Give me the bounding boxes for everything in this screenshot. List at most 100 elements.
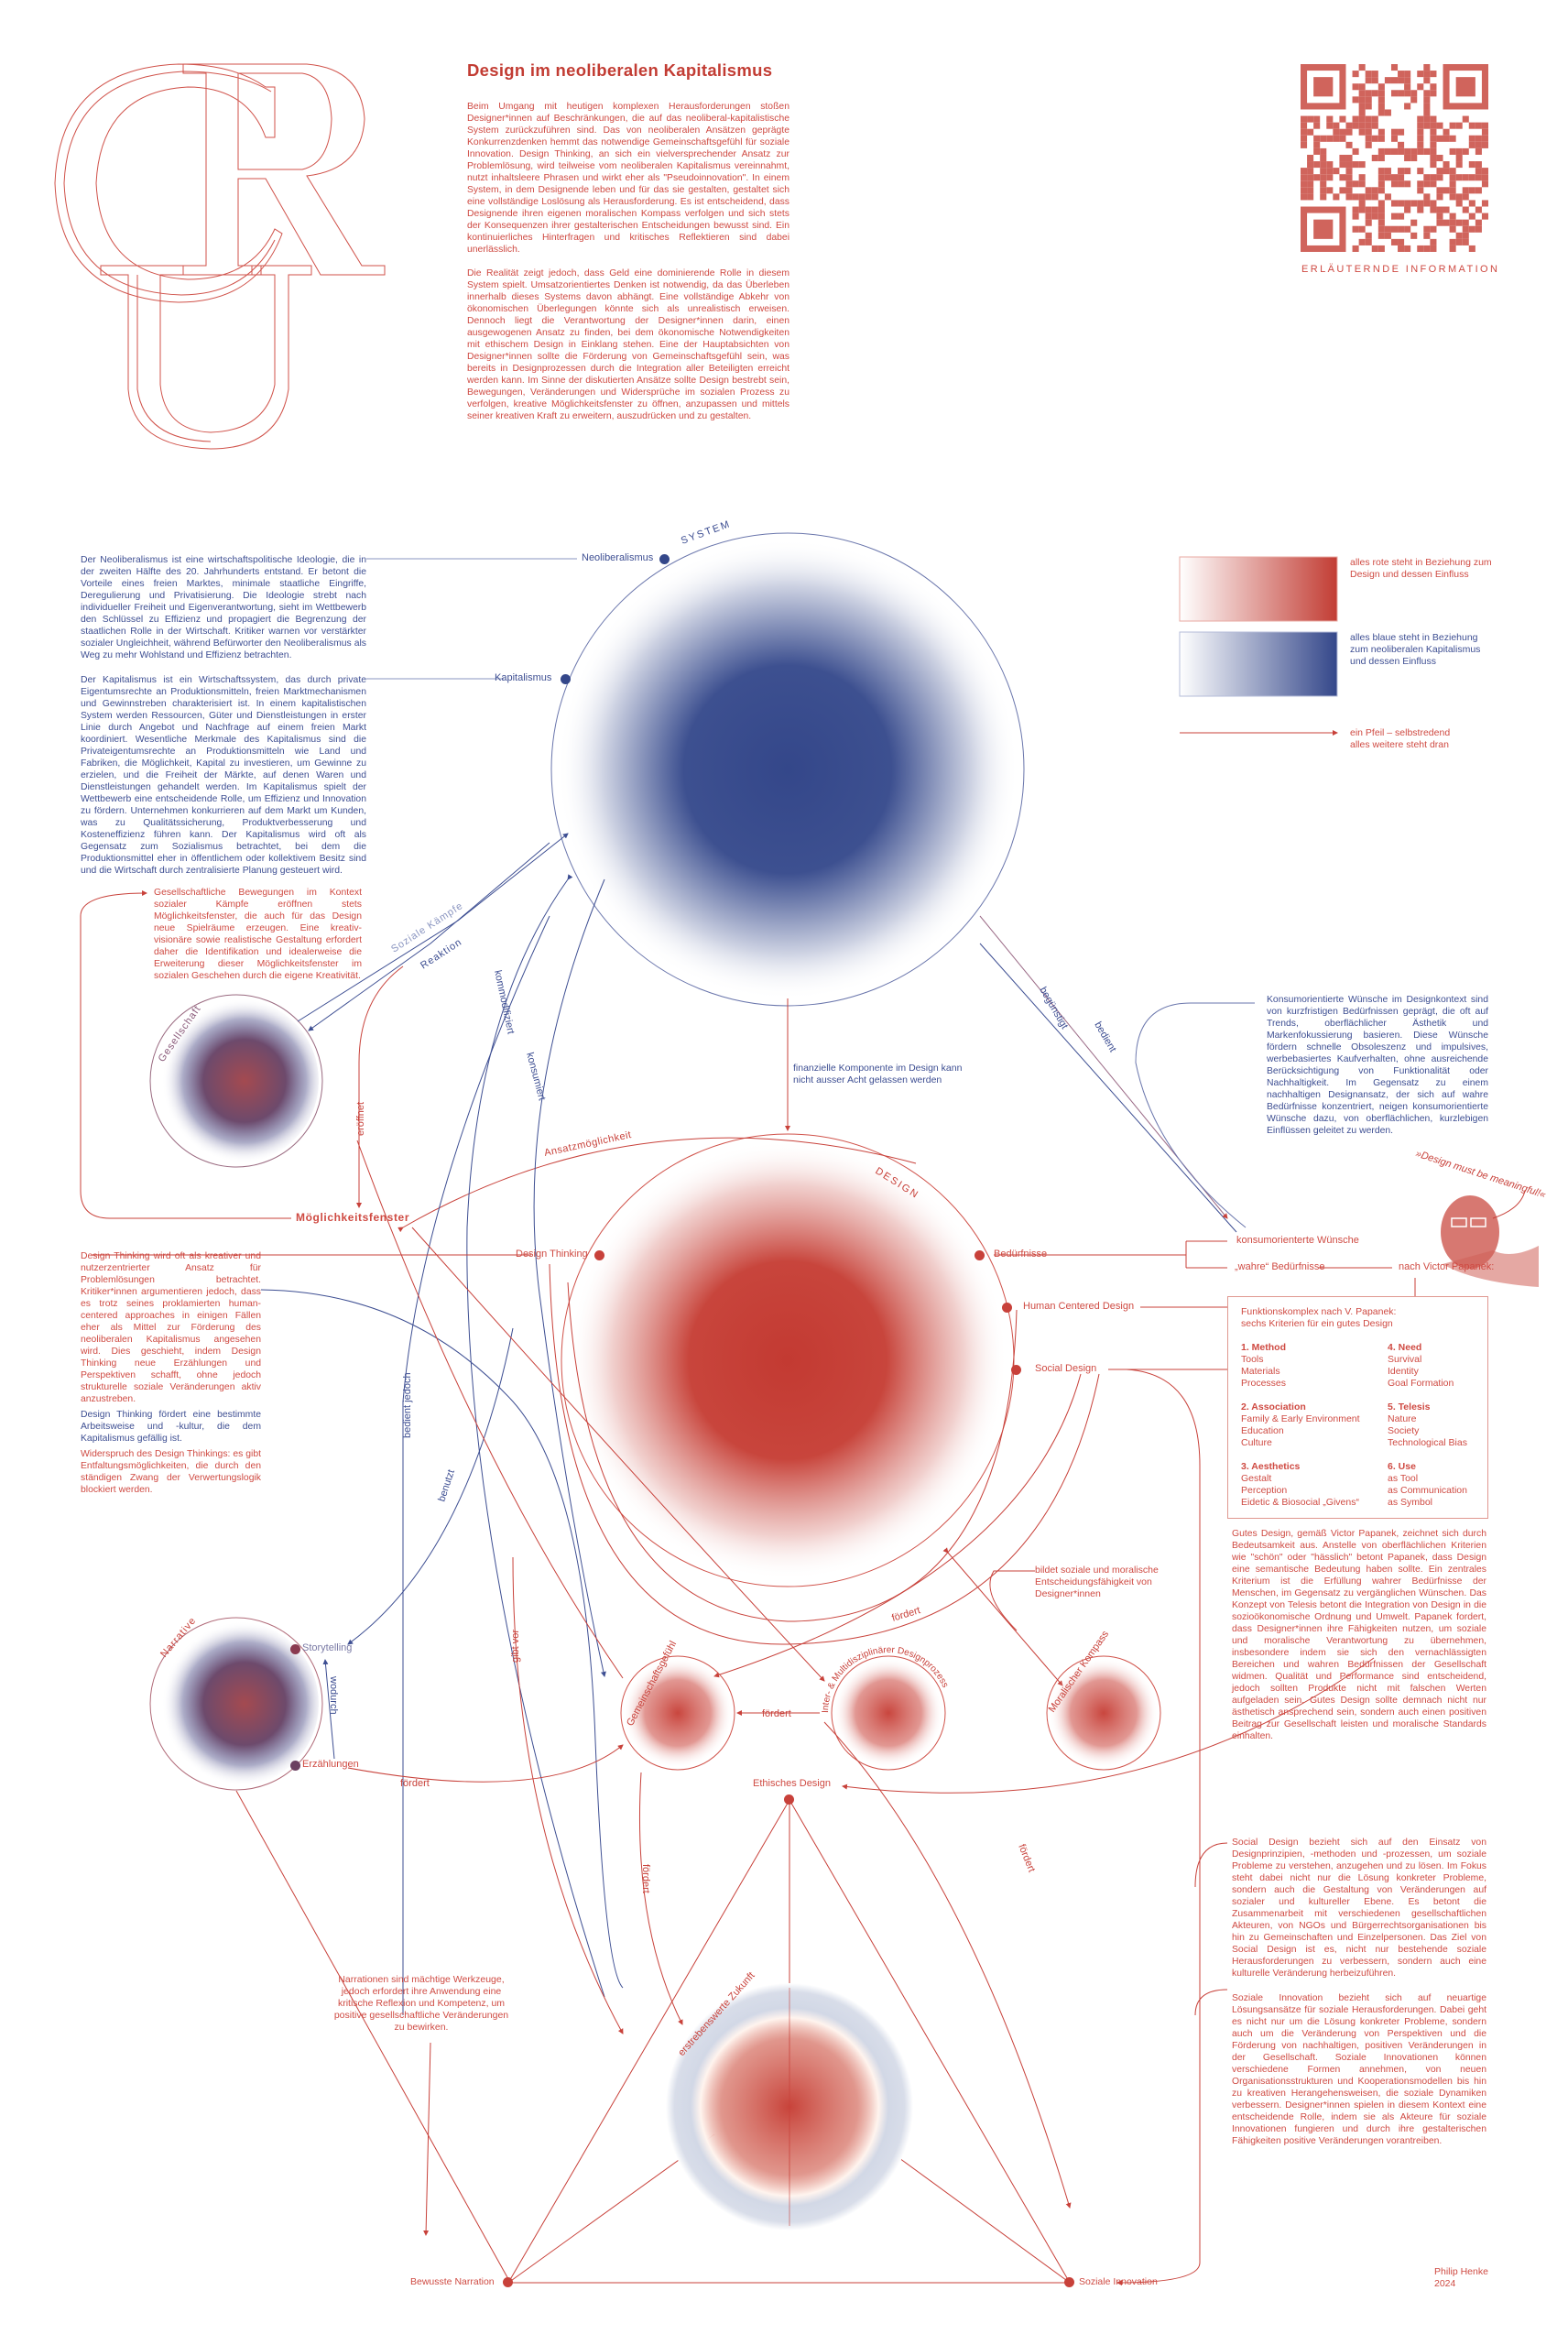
edge-bedient-jedoch: bedient jedoch [402, 1372, 413, 1438]
page-title: Design im neoliberalen Kapitalismus [467, 60, 773, 80]
design-thinking-culture: Design Thinking fördert eine bestimmte A… [81, 1410, 261, 1444]
criterion-item: Goal Formation [1388, 1378, 1454, 1389]
criterion-item: Society [1388, 1425, 1420, 1436]
moralischer-kompass-circle [1049, 1658, 1159, 1768]
system-texts: Der Neoliberalismus ist eine wirtschafts… [81, 554, 366, 877]
system-circle [557, 539, 1018, 1000]
qr-label: ERLÄUTERNDE INFORMATION [1301, 264, 1500, 275]
criterion: 2. Association Family & Early Environment… [1241, 1390, 1388, 1449]
criterion-item: Education [1241, 1425, 1284, 1436]
criterion: 3. Aesthetics Gestalt Perception Eidetic & … [1241, 1449, 1388, 1509]
node-dot [659, 554, 670, 564]
intro-text: Beim Umgang mit heutigen komplexen Herau… [467, 101, 789, 422]
papanek-quote: »Design must be meaningful!« [1414, 1148, 1548, 1201]
edge-wodurch: wodurch [328, 1675, 339, 1715]
criterion-item: Gestalt [1241, 1473, 1272, 1484]
criterion-heading: 1. Method [1241, 1342, 1286, 1353]
criterion-heading: 2. Association [1241, 1402, 1306, 1412]
criterion-item: as Communication [1388, 1485, 1467, 1496]
criterion-item: Survival [1388, 1354, 1422, 1365]
node-dot [290, 1761, 300, 1771]
criteria-box-title: Funktionskomplex nach V. Papanek: sechs … [1241, 1306, 1397, 1329]
legend-blue-swatch [1179, 631, 1338, 697]
legend-blue-text: alles blaue steht in Beziehung zum neoli… [1350, 632, 1481, 667]
node-dot [290, 1644, 300, 1654]
node-beduerfnisse: Bedürfnisse [994, 1249, 1048, 1260]
kapitalismus-text: Der Kapitalismus ist ein Wirtschaftssyst… [81, 675, 366, 876]
social-texts: Social Design bezieht sich auf den Einsa… [1232, 1837, 1486, 2147]
edge-ansatzmoeglichkeit: Ansatzmöglichkeit [543, 1129, 633, 1159]
year: 2024 [1434, 2278, 1456, 2289]
node-design-thinking: Design Thinking [516, 1249, 588, 1260]
narrative-circle [154, 1621, 319, 1786]
node-soziale-innovation: Soziale Innovation [1079, 2276, 1158, 2287]
criterion-item: as Tool [1388, 1473, 1419, 1484]
criterion-item: Materials [1241, 1366, 1280, 1377]
edge-reaktion: Reaktion [419, 936, 464, 971]
neoliberalismus-text: Der Neoliberalismus ist eine wirtschafts… [81, 555, 366, 660]
edge-konsumiert: konsumiert [524, 1052, 548, 1102]
node-ethisches-design: Ethisches Design [753, 1778, 831, 1789]
node-storytelling: Storytelling [302, 1642, 353, 1653]
edge-beguenstigt: begünstigt [1037, 986, 1070, 1031]
criteria-grid: 1. Method Tools Materials Processes 2. Assoc… [1241, 1330, 1475, 1509]
node-dot [594, 1250, 604, 1260]
criterion-item: Perception [1241, 1485, 1288, 1496]
design-thinking-contradiction: Widerspruch des Design Thinkings: es gib… [81, 1449, 261, 1495]
criterion-item: Identity [1388, 1366, 1419, 1377]
edge-gibt-vor: gibt vor [510, 1630, 521, 1663]
gesellschaft-circle [154, 998, 319, 1163]
credits: Philip Henke 2024 [1434, 2266, 1488, 2290]
social-design-text: Social Design bezieht sich auf den Einsa… [1232, 1838, 1486, 1979]
finanz-text: finanzielle Komponente im Design kann ni… [793, 1063, 963, 1085]
edge-bedient: bedient [1092, 1020, 1117, 1054]
narrationen-text: Narrationen sind mächtige Werkzeuge, jed… [333, 1974, 509, 2033]
node-bewusste-narration: Bewusste Narration [410, 2276, 495, 2287]
node-neoliberalismus: Neoliberalismus [582, 552, 654, 563]
criterion-heading: 3. Aesthetics [1241, 1461, 1301, 1472]
intro-paragraph: Beim Umgang mit heutigen komplexen Herau… [467, 102, 789, 255]
edge-foerdert-3: fördert [400, 1778, 430, 1789]
wahre-beduerfnisse-label: „wahre“ Bedürfnisse [1235, 1261, 1325, 1272]
node-erzaehlungen: Erzählungen [302, 1759, 359, 1770]
node-dot [784, 1794, 794, 1805]
criterion-item: Eidetic & Biosocial „Givens“ [1241, 1497, 1359, 1508]
criterion-item: Technological Bias [1388, 1437, 1467, 1448]
nach-papanek-label: nach Victor Papanek: [1399, 1261, 1495, 1272]
criterion-item: as Symbol [1388, 1497, 1433, 1508]
cru-logo [54, 63, 386, 450]
moral-text: bildet soziale und moralische Entscheidu… [1035, 1565, 1159, 1599]
design-circle [568, 1140, 1007, 1580]
criterion-heading: 4. Need [1388, 1342, 1422, 1353]
papanek-portrait [1441, 1195, 1539, 1287]
designprozess-circle [833, 1658, 943, 1768]
gutes-design-text: Gutes Design, gemäß Victor Papanek, zeic… [1232, 1529, 1486, 1741]
edge-foerdert-4: fördert [640, 1864, 651, 1893]
design-thinking-critique: Design Thinking wird oft als kreativer u… [81, 1251, 261, 1404]
criterion-heading: 5. Telesis [1388, 1402, 1431, 1412]
konsum-wuensche-label: konsumorienterte Wünsche [1236, 1235, 1359, 1246]
edge-foerdert-2: fördert [762, 1708, 791, 1719]
moeglichkeitsfenster-label: Möglichkeitsfenster [296, 1211, 410, 1224]
logo-letter-u [100, 265, 312, 450]
criterion-item: Culture [1241, 1437, 1272, 1448]
intro-paragraph: Die Realität zeigt jedoch, dass Geld ein… [467, 268, 789, 421]
legend-red-swatch [1179, 556, 1338, 622]
qr-code[interactable] [1301, 64, 1488, 252]
konsum-text: Konsumorientierte Wünsche im Designkonte… [1267, 995, 1488, 1136]
soziale-innovation-text: Soziale Innovation bezieht sich auf neua… [1232, 1993, 1486, 2146]
design-thinking-texts: Design Thinking wird oft als kreativer u… [81, 1250, 261, 1496]
edge-kommodifiziert: kommodifiziert [492, 969, 516, 1035]
node-dot [1064, 2277, 1074, 2287]
logo-letter-r [182, 63, 386, 276]
criterion-item: Tools [1241, 1354, 1264, 1365]
node-dot [975, 1250, 985, 1260]
criterion-item: Nature [1388, 1413, 1417, 1424]
legend-arrow-text: ein Pfeil – selbstredend alles weitere s… [1350, 727, 1451, 750]
node-human-centered-design: Human Centered Design [1023, 1301, 1135, 1312]
criterion: 5. Telesis Nature Society Technological Bia… [1388, 1390, 1484, 1449]
node-kapitalismus: Kapitalismus [495, 672, 552, 683]
author: Philip Henke [1434, 2266, 1488, 2277]
system-label: SYSTEM [680, 518, 733, 547]
